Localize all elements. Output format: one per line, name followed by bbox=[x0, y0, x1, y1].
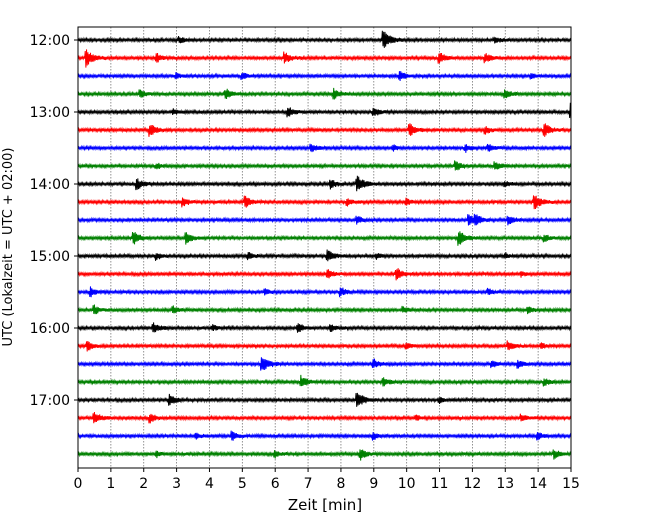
y-tick-label: 16:00 bbox=[30, 321, 70, 337]
seismogram-traces bbox=[77, 30, 572, 461]
seismogram-trace bbox=[77, 160, 572, 171]
x-tick-label: 4 bbox=[205, 476, 214, 492]
seismogram-trace bbox=[77, 49, 572, 68]
seismogram-trace bbox=[77, 304, 572, 315]
x-tick-label: 3 bbox=[172, 476, 181, 492]
x-tick-label: 9 bbox=[369, 476, 378, 492]
seismogram-trace bbox=[77, 268, 572, 281]
x-axis-label: Zeit [min] bbox=[288, 496, 362, 514]
seismogram-trace bbox=[77, 30, 572, 48]
x-tick-label: 7 bbox=[304, 476, 313, 492]
x-tick-label: 12 bbox=[463, 476, 481, 492]
seismogram-trace bbox=[77, 213, 572, 226]
x-tick-label: 5 bbox=[238, 476, 247, 492]
x-tick-label: 8 bbox=[336, 476, 345, 492]
y-tick-label: 15:00 bbox=[30, 249, 70, 265]
seismogram-trace bbox=[77, 231, 572, 246]
y-tick-label: 12:00 bbox=[30, 33, 70, 49]
x-tick-label: 6 bbox=[271, 476, 280, 492]
seismogram-trace bbox=[77, 392, 572, 407]
grid-lines bbox=[110, 27, 539, 468]
seismogram-trace bbox=[77, 374, 572, 387]
x-tick-label: 1 bbox=[106, 476, 115, 492]
seismogram-trace bbox=[77, 286, 572, 298]
seismogram-trace bbox=[77, 412, 572, 424]
y-axis-label: UTC (Lokalzeit = UTC + 02:00) bbox=[1, 148, 16, 347]
x-tick-label: 10 bbox=[398, 476, 416, 492]
y-tick-label: 17:00 bbox=[30, 393, 70, 409]
x-tick-label: 2 bbox=[139, 476, 148, 492]
seismogram-trace bbox=[77, 430, 572, 441]
x-tick-label: 14 bbox=[529, 476, 547, 492]
seismogram-trace bbox=[77, 143, 572, 153]
seismogram-trace bbox=[77, 195, 572, 210]
x-tick-label: 0 bbox=[74, 476, 83, 492]
seismogram-trace bbox=[77, 357, 572, 371]
seismogram-trace bbox=[77, 340, 572, 352]
x-axis-ticks: 0 1 2 3 4 5 6 7 8 9 10 11 12 13 14 15 bbox=[74, 468, 580, 492]
y-tick-label: 13:00 bbox=[30, 105, 70, 121]
y-axis-ticks: 12:00 13:00 14:00 15:00 16:00 17:00 bbox=[30, 33, 78, 409]
seismogram-trace bbox=[77, 175, 572, 192]
seismogram-trace bbox=[77, 123, 572, 137]
seismogram-trace bbox=[77, 249, 572, 262]
seismogram-trace bbox=[77, 71, 572, 81]
y-tick-label: 14:00 bbox=[30, 177, 70, 193]
seismogram-trace bbox=[77, 102, 572, 121]
seismogram-trace bbox=[77, 322, 572, 333]
seismogram-trace bbox=[77, 449, 572, 461]
x-tick-label: 13 bbox=[496, 476, 514, 492]
seismogram-trace bbox=[77, 87, 572, 100]
x-tick-label: 11 bbox=[431, 476, 449, 492]
x-tick-label: 15 bbox=[562, 476, 580, 492]
plot-frame bbox=[77, 26, 572, 469]
